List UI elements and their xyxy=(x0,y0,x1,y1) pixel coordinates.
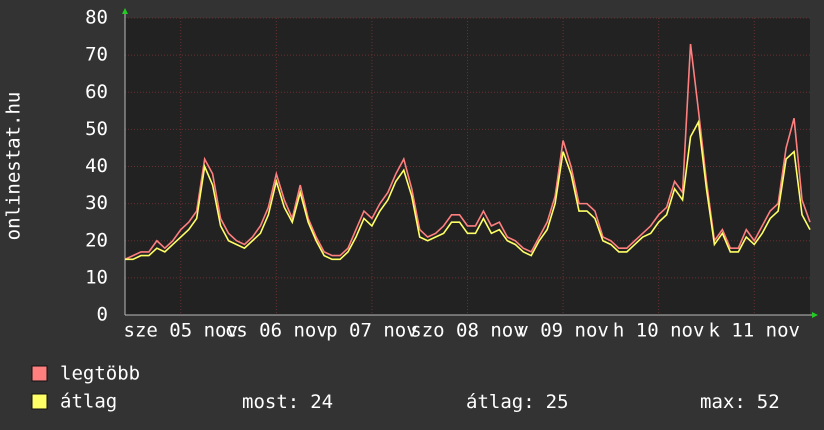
x-tick-label: sze 05 nov xyxy=(124,320,238,342)
stat: max: 52 xyxy=(700,391,780,413)
y-tick-label: 50 xyxy=(85,118,108,140)
y-tick-label: 30 xyxy=(85,192,108,214)
y-tick-label: 20 xyxy=(85,229,108,251)
x-tick-label: szo 08 nov xyxy=(410,320,524,342)
stat-label: max: xyxy=(700,391,746,413)
axis-arrow xyxy=(122,8,128,14)
y-tick-label: 70 xyxy=(85,44,108,66)
x-tick-label: cs 06 nov xyxy=(225,320,328,342)
x-tick-label: h 10 nov xyxy=(613,320,705,342)
stat-value: 25 xyxy=(546,391,569,413)
series-line xyxy=(124,43,811,261)
stat-value: 24 xyxy=(310,391,333,413)
y-tick-label: 0 xyxy=(97,304,108,326)
x-tick-label: v 09 nov xyxy=(517,320,609,342)
legend-swatch xyxy=(31,393,48,410)
y-tick-label: 80 xyxy=(85,7,108,29)
axis-arrow xyxy=(812,312,818,318)
legend-label: legtöbb xyxy=(60,363,140,385)
y-tick-label: 10 xyxy=(85,266,108,288)
stat-label: most: xyxy=(242,391,299,413)
y-tick-label: 40 xyxy=(85,155,108,177)
stat-value: 52 xyxy=(757,391,780,413)
y-axis-label: onlinestat.hu xyxy=(3,92,25,241)
legend-label: átlag xyxy=(60,391,117,413)
stat-label: átlag: xyxy=(466,391,535,413)
series-line xyxy=(125,119,811,261)
stat: átlag: 25 xyxy=(466,391,569,413)
y-tick-label: 60 xyxy=(85,81,108,103)
stat: most: 24 xyxy=(242,391,333,413)
legend-swatch xyxy=(31,365,48,382)
x-tick-label: k 11 nov xyxy=(708,320,800,342)
x-tick-label: p 07 nov xyxy=(326,320,418,342)
